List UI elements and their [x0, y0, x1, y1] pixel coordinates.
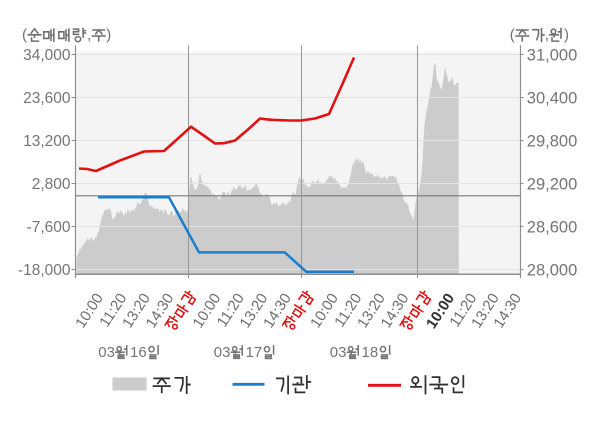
svg-text:-7,600: -7,600	[27, 219, 71, 236]
svg-text:16: 16	[130, 344, 147, 361]
svg-text:): )	[564, 27, 569, 44]
svg-text:23,600: 23,600	[23, 90, 71, 107]
svg-text:2,800: 2,800	[32, 176, 71, 193]
svg-text:03: 03	[330, 344, 347, 361]
svg-text:28,600: 28,600	[527, 219, 577, 237]
svg-text:28,000: 28,000	[527, 262, 577, 280]
svg-text:): )	[106, 27, 111, 44]
svg-text:18: 18	[362, 344, 379, 361]
svg-text:,: ,	[545, 27, 549, 44]
svg-text:03: 03	[98, 344, 115, 361]
svg-text:-18,000: -18,000	[18, 262, 71, 279]
svg-text:29,200: 29,200	[527, 176, 577, 194]
svg-text:03: 03	[214, 344, 231, 361]
svg-text:,: ,	[87, 27, 91, 44]
svg-text:30,400: 30,400	[527, 90, 577, 108]
svg-text:(: (	[22, 27, 27, 44]
svg-text:31,000: 31,000	[527, 47, 577, 65]
svg-text:(: (	[510, 27, 515, 44]
svg-text:29,800: 29,800	[527, 133, 577, 151]
svg-text:34,000: 34,000	[23, 47, 71, 64]
svg-text:17: 17	[246, 344, 263, 361]
svg-text:13,200: 13,200	[23, 133, 71, 150]
